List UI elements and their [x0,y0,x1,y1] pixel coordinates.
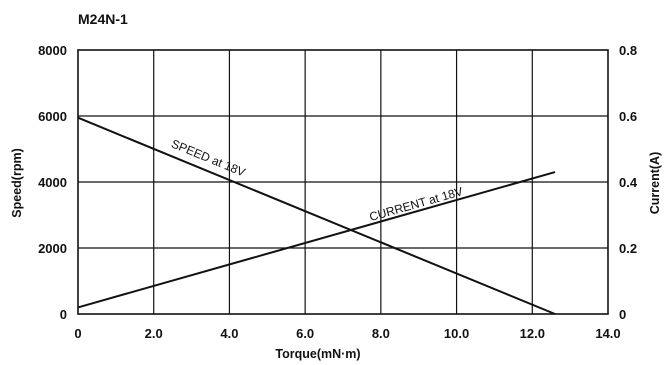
y-left-tick-label: 0 [60,307,67,322]
x-tick-label: 14.0 [595,326,620,341]
x-tick-label: 8.0 [372,326,390,341]
y-left-tick-label: 8000 [38,43,67,58]
y-right-tick-label: 0.4 [619,175,638,190]
chart-title: M24N-1 [78,11,128,27]
x-tick-label: 12.0 [520,326,545,341]
x-tick-label: 0 [74,326,81,341]
tick-labels: 0 2.0 4.0 6.0 8.0 10.0 12.0 14.0 0 2000 4000 6000 80… [38,43,638,341]
plot-frame [77,49,609,315]
y-right-tick-label: 0.8 [619,43,637,58]
y-right-tick-label: 0.2 [619,241,637,256]
x-tick-label: 4.0 [220,326,238,341]
y-left-tick-label: 6000 [38,109,67,124]
y-right-tick-label: 0 [619,307,626,322]
grid [78,50,608,314]
series-layer: SPEED at 18V CURRENT at 18V [77,116,556,315]
y-axis-left-label: Speed(rpm) [10,148,24,217]
y-left-tick-label: 4000 [38,175,67,190]
series-line-current [77,171,556,309]
x-axis-label: Torque(mN·m) [275,347,360,361]
y-right-tick-label: 0.6 [619,109,637,124]
x-tick-label: 10.0 [444,326,469,341]
y-axis-right-label: Current(A) [648,152,662,215]
x-tick-label: 6.0 [296,326,314,341]
series-line-speed [77,116,556,315]
series-label-current: CURRENT at 18V [368,184,465,224]
y-left-tick-label: 2000 [38,241,67,256]
x-tick-label: 2.0 [145,326,163,341]
series-label-speed: SPEED at 18V [169,137,247,180]
